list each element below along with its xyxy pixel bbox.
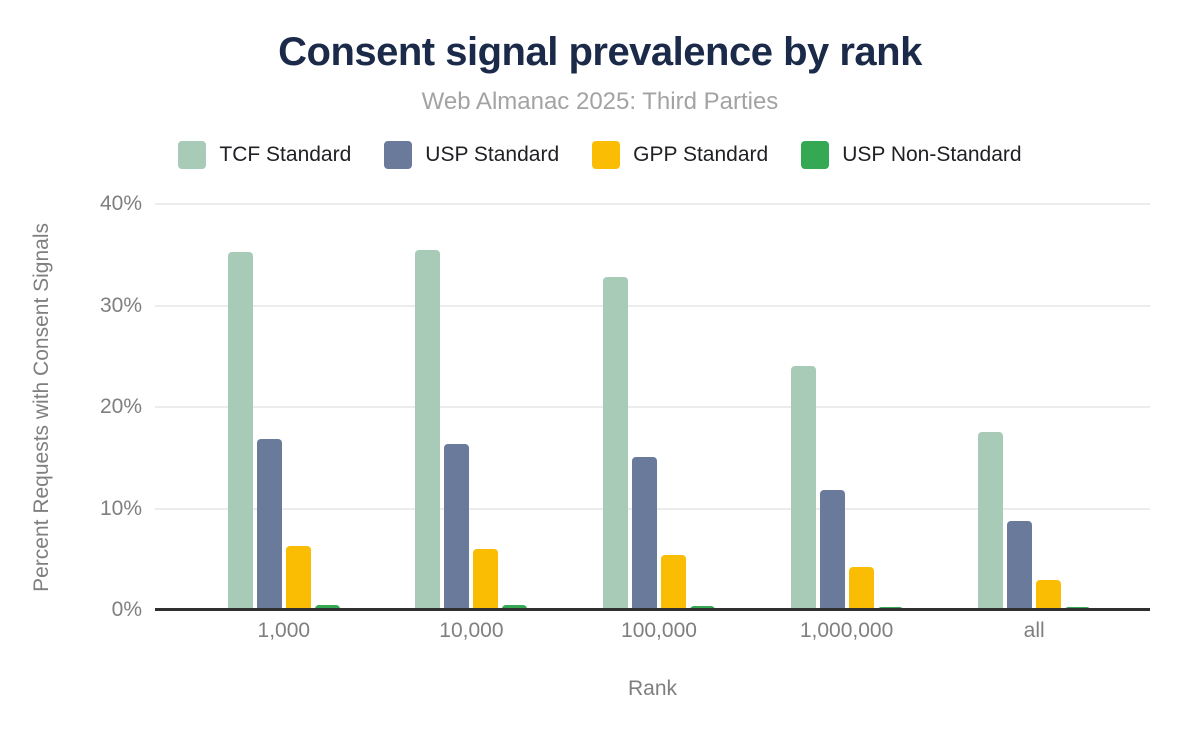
- y-tick-label-40: 40%: [99, 192, 142, 215]
- x-axis-labels: 1,000 10,000 100,000 1,000,000 all: [190, 619, 1128, 643]
- y-tick-label-30: 30%: [99, 293, 142, 317]
- bar-group-100-000: [565, 204, 753, 610]
- bar-usp-standard-1-000-000[interactable]: [819, 490, 845, 610]
- bar-usp-non-standard-100-000[interactable]: [689, 605, 715, 610]
- gridline-30: [155, 304, 1150, 307]
- x-tick-label-10-000: 10,000: [439, 619, 504, 642]
- bar-gpp-standard-100-000[interactable]: [660, 555, 686, 610]
- legend: TCF Standard USP Standard GPP Standard USP …: [0, 141, 1200, 169]
- x-axis-line: [155, 608, 1150, 611]
- x-tick-label-1-000-000: 1,000,000: [799, 619, 894, 642]
- y-axis-title: Percent Requests with Consent Signals: [30, 222, 53, 592]
- y-axis-title-wrap: Percent Requests with Consent Signals: [30, 204, 54, 610]
- bar-groups: [190, 204, 1128, 610]
- bar-tcf-standard-10-000[interactable]: [415, 249, 441, 610]
- gridline-40: [155, 203, 1150, 205]
- legend-swatch-usp-standard: [384, 141, 413, 169]
- y-tick-label-0: 0%: [111, 598, 142, 621]
- bar-group-1-000: [190, 204, 378, 610]
- bar-tcf-standard-100-000[interactable]: [602, 277, 628, 610]
- bar-usp-standard-1-000[interactable]: [256, 439, 282, 610]
- bar-tcf-standard-1-000[interactable]: [227, 251, 253, 610]
- legend-label: USP Non-Standard: [842, 143, 1022, 166]
- legend-swatch-usp-non-standard: [801, 141, 830, 169]
- y-tick-label-20: 20%: [99, 395, 142, 418]
- bar-gpp-standard-all[interactable]: [1036, 579, 1062, 610]
- bar-usp-non-standard-10-000[interactable]: [502, 604, 528, 610]
- legend-item-gpp-standard: GPP Standard: [592, 141, 768, 169]
- legend-item-usp-standard: USP Standard: [384, 141, 559, 169]
- x-tick-label-100-000: 100,000: [621, 619, 697, 642]
- bar-gpp-standard-1-000-000[interactable]: [848, 567, 874, 610]
- legend-item-tcf-standard: TCF Standard: [178, 141, 351, 169]
- bar-usp-standard-all[interactable]: [1007, 520, 1033, 610]
- legend-swatch-gpp-standard: [592, 141, 621, 169]
- bar-usp-standard-10-000[interactable]: [444, 443, 470, 610]
- bar-usp-standard-100-000[interactable]: [631, 456, 657, 610]
- bar-group-1-000-000: [753, 204, 941, 610]
- bar-tcf-standard-1-000-000[interactable]: [790, 366, 816, 610]
- legend-label: GPP Standard: [633, 143, 769, 166]
- x-axis-title: Rank: [627, 677, 678, 700]
- legend-label: TCF Standard: [219, 143, 352, 166]
- legend-swatch-tcf-standard: [178, 141, 207, 169]
- x-tick-label-1-000: 1,000: [257, 619, 311, 642]
- bar-group-10-000: [378, 204, 566, 610]
- bar-gpp-standard-10-000[interactable]: [473, 549, 499, 610]
- bar-gpp-standard-1-000[interactable]: [285, 546, 311, 610]
- bar-usp-non-standard-1-000[interactable]: [314, 604, 340, 610]
- legend-item-usp-non-standard: USP Non-Standard: [801, 141, 1022, 169]
- x-tick-label-all: all: [1023, 619, 1045, 642]
- y-tick-label-10: 10%: [99, 496, 142, 520]
- gridline-20: [155, 406, 1150, 408]
- chart-subtitle: Web Almanac 2025: Third Parties: [421, 88, 779, 115]
- bar-tcf-standard-all[interactable]: [978, 432, 1004, 610]
- legend-label: USP Standard: [425, 143, 560, 166]
- chart-title: Consent signal prevalence by rank: [278, 30, 922, 74]
- bar-group-all: [940, 204, 1128, 610]
- plot-area: 0% 10% 20% 30% 40%: [100, 193, 1150, 621]
